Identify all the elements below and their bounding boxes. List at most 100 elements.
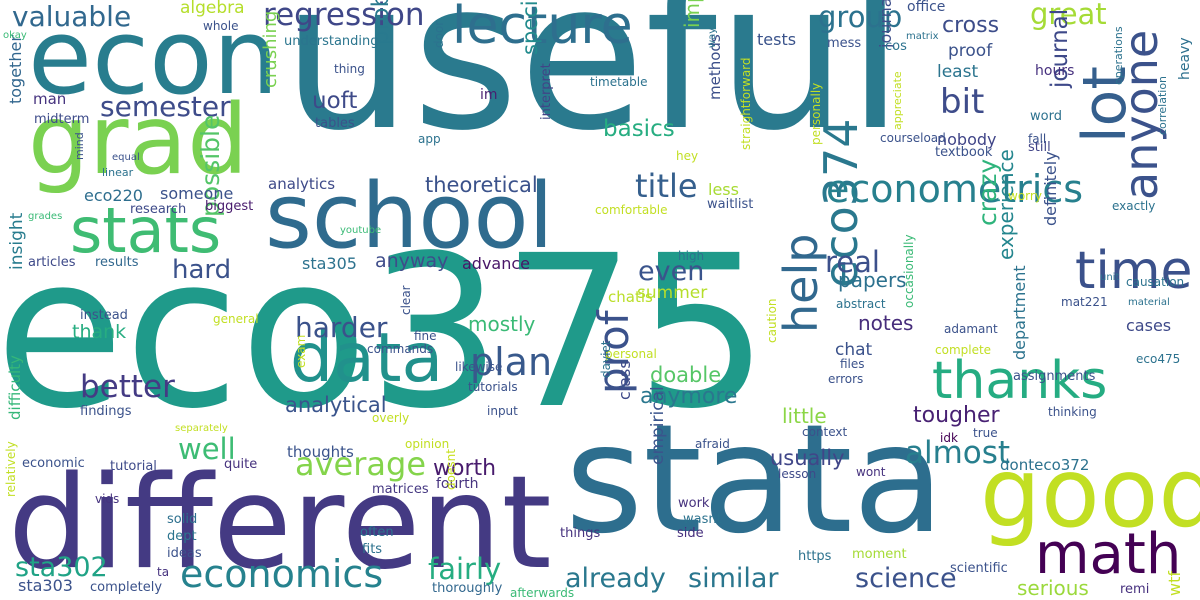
- word: cross: [942, 13, 1000, 38]
- word: tutorial: [110, 459, 157, 474]
- word: research: [130, 202, 187, 217]
- word: tutorials: [468, 380, 518, 394]
- word: regression: [263, 0, 425, 33]
- word: valuable: [12, 0, 132, 33]
- word: doable: [650, 363, 722, 387]
- word: useful: [282, 0, 904, 176]
- word: door: [432, 20, 446, 48]
- word: causation: [1126, 275, 1185, 289]
- word: title: [635, 167, 698, 205]
- word: empirical: [648, 386, 668, 465]
- word: notes: [858, 311, 914, 335]
- word: afterwards: [510, 586, 575, 600]
- word: tables: [315, 116, 355, 131]
- word: fine: [414, 329, 437, 343]
- word: waitlist: [707, 197, 754, 212]
- word: biggest: [205, 199, 254, 214]
- word: better: [80, 369, 175, 405]
- word: often: [360, 525, 394, 540]
- word: completely: [90, 580, 163, 595]
- word: unit: [1100, 272, 1120, 283]
- word: matrices: [372, 482, 429, 497]
- word: operations: [1112, 26, 1125, 85]
- word: findings: [80, 404, 132, 419]
- word: appreciate: [891, 71, 904, 130]
- word: semester: [100, 90, 231, 123]
- word: cases: [1126, 316, 1172, 335]
- word: high: [678, 249, 705, 263]
- word: serious: [1017, 576, 1089, 600]
- word: doesnt: [444, 449, 458, 490]
- word: basics: [603, 116, 675, 142]
- word: results: [95, 255, 139, 270]
- word: wont: [856, 465, 886, 479]
- word: https: [798, 549, 832, 564]
- word: understanding: [284, 34, 379, 49]
- word: thinking: [1048, 405, 1097, 419]
- word: afraid: [695, 437, 730, 451]
- word: way: [707, 27, 718, 48]
- word: group: [818, 0, 903, 34]
- word: worth: [433, 456, 497, 481]
- word: ideas: [167, 546, 202, 561]
- word: analytical: [285, 393, 387, 417]
- word: summer: [637, 283, 708, 303]
- word: wasnt: [683, 512, 722, 527]
- word: department: [1010, 265, 1029, 360]
- word: vids: [95, 492, 120, 506]
- word: stata: [565, 393, 945, 567]
- word: opinion: [405, 437, 450, 451]
- word: harder: [295, 311, 388, 344]
- word: sta302: [15, 552, 108, 583]
- word: economics: [180, 552, 384, 596]
- word: app: [418, 132, 441, 146]
- word: great: [1030, 0, 1107, 31]
- word: insight: [7, 212, 27, 270]
- word: scientific: [950, 561, 1008, 576]
- word: hard: [172, 255, 232, 285]
- word: office: [907, 0, 946, 15]
- word: matrix: [906, 31, 939, 42]
- word: commands: [367, 342, 434, 356]
- word: mat221: [1061, 295, 1108, 309]
- word: different: [8, 449, 552, 598]
- word: idk: [940, 431, 958, 445]
- word: general: [213, 312, 259, 326]
- word: ta: [157, 565, 170, 579]
- word: material: [1128, 297, 1170, 308]
- word: tests: [757, 30, 797, 49]
- word: sta303: [18, 576, 73, 595]
- word: overly: [372, 411, 410, 425]
- word: someone: [160, 184, 234, 203]
- word: econometrics: [826, 167, 1084, 211]
- word: grades: [28, 211, 63, 222]
- word: personally: [809, 82, 823, 145]
- word: daviet: [599, 340, 613, 379]
- word: already: [565, 563, 666, 594]
- word: quite: [224, 457, 258, 472]
- word: true: [973, 426, 998, 440]
- word: heavy: [1177, 37, 1193, 80]
- word: correlation: [1156, 75, 1169, 135]
- word: personal: [605, 347, 657, 361]
- word: grad: [28, 84, 249, 196]
- word: youtube: [340, 225, 382, 236]
- word: data: [290, 319, 444, 398]
- word: less: [708, 180, 739, 199]
- word: complete: [935, 343, 992, 357]
- word: difficulty: [6, 355, 24, 420]
- word: timetable: [590, 75, 648, 89]
- word: thoroughly: [432, 581, 503, 596]
- word: hey: [676, 149, 699, 163]
- word: word: [1030, 109, 1062, 124]
- word: school: [265, 164, 554, 269]
- word: specialist: [518, 0, 542, 55]
- word: eco475: [1136, 352, 1181, 366]
- word: input: [487, 404, 518, 418]
- word: dept: [167, 529, 197, 544]
- word: abstract: [836, 297, 886, 311]
- word: articles: [28, 255, 76, 270]
- word: fairly: [428, 552, 502, 586]
- word: solid: [167, 512, 198, 527]
